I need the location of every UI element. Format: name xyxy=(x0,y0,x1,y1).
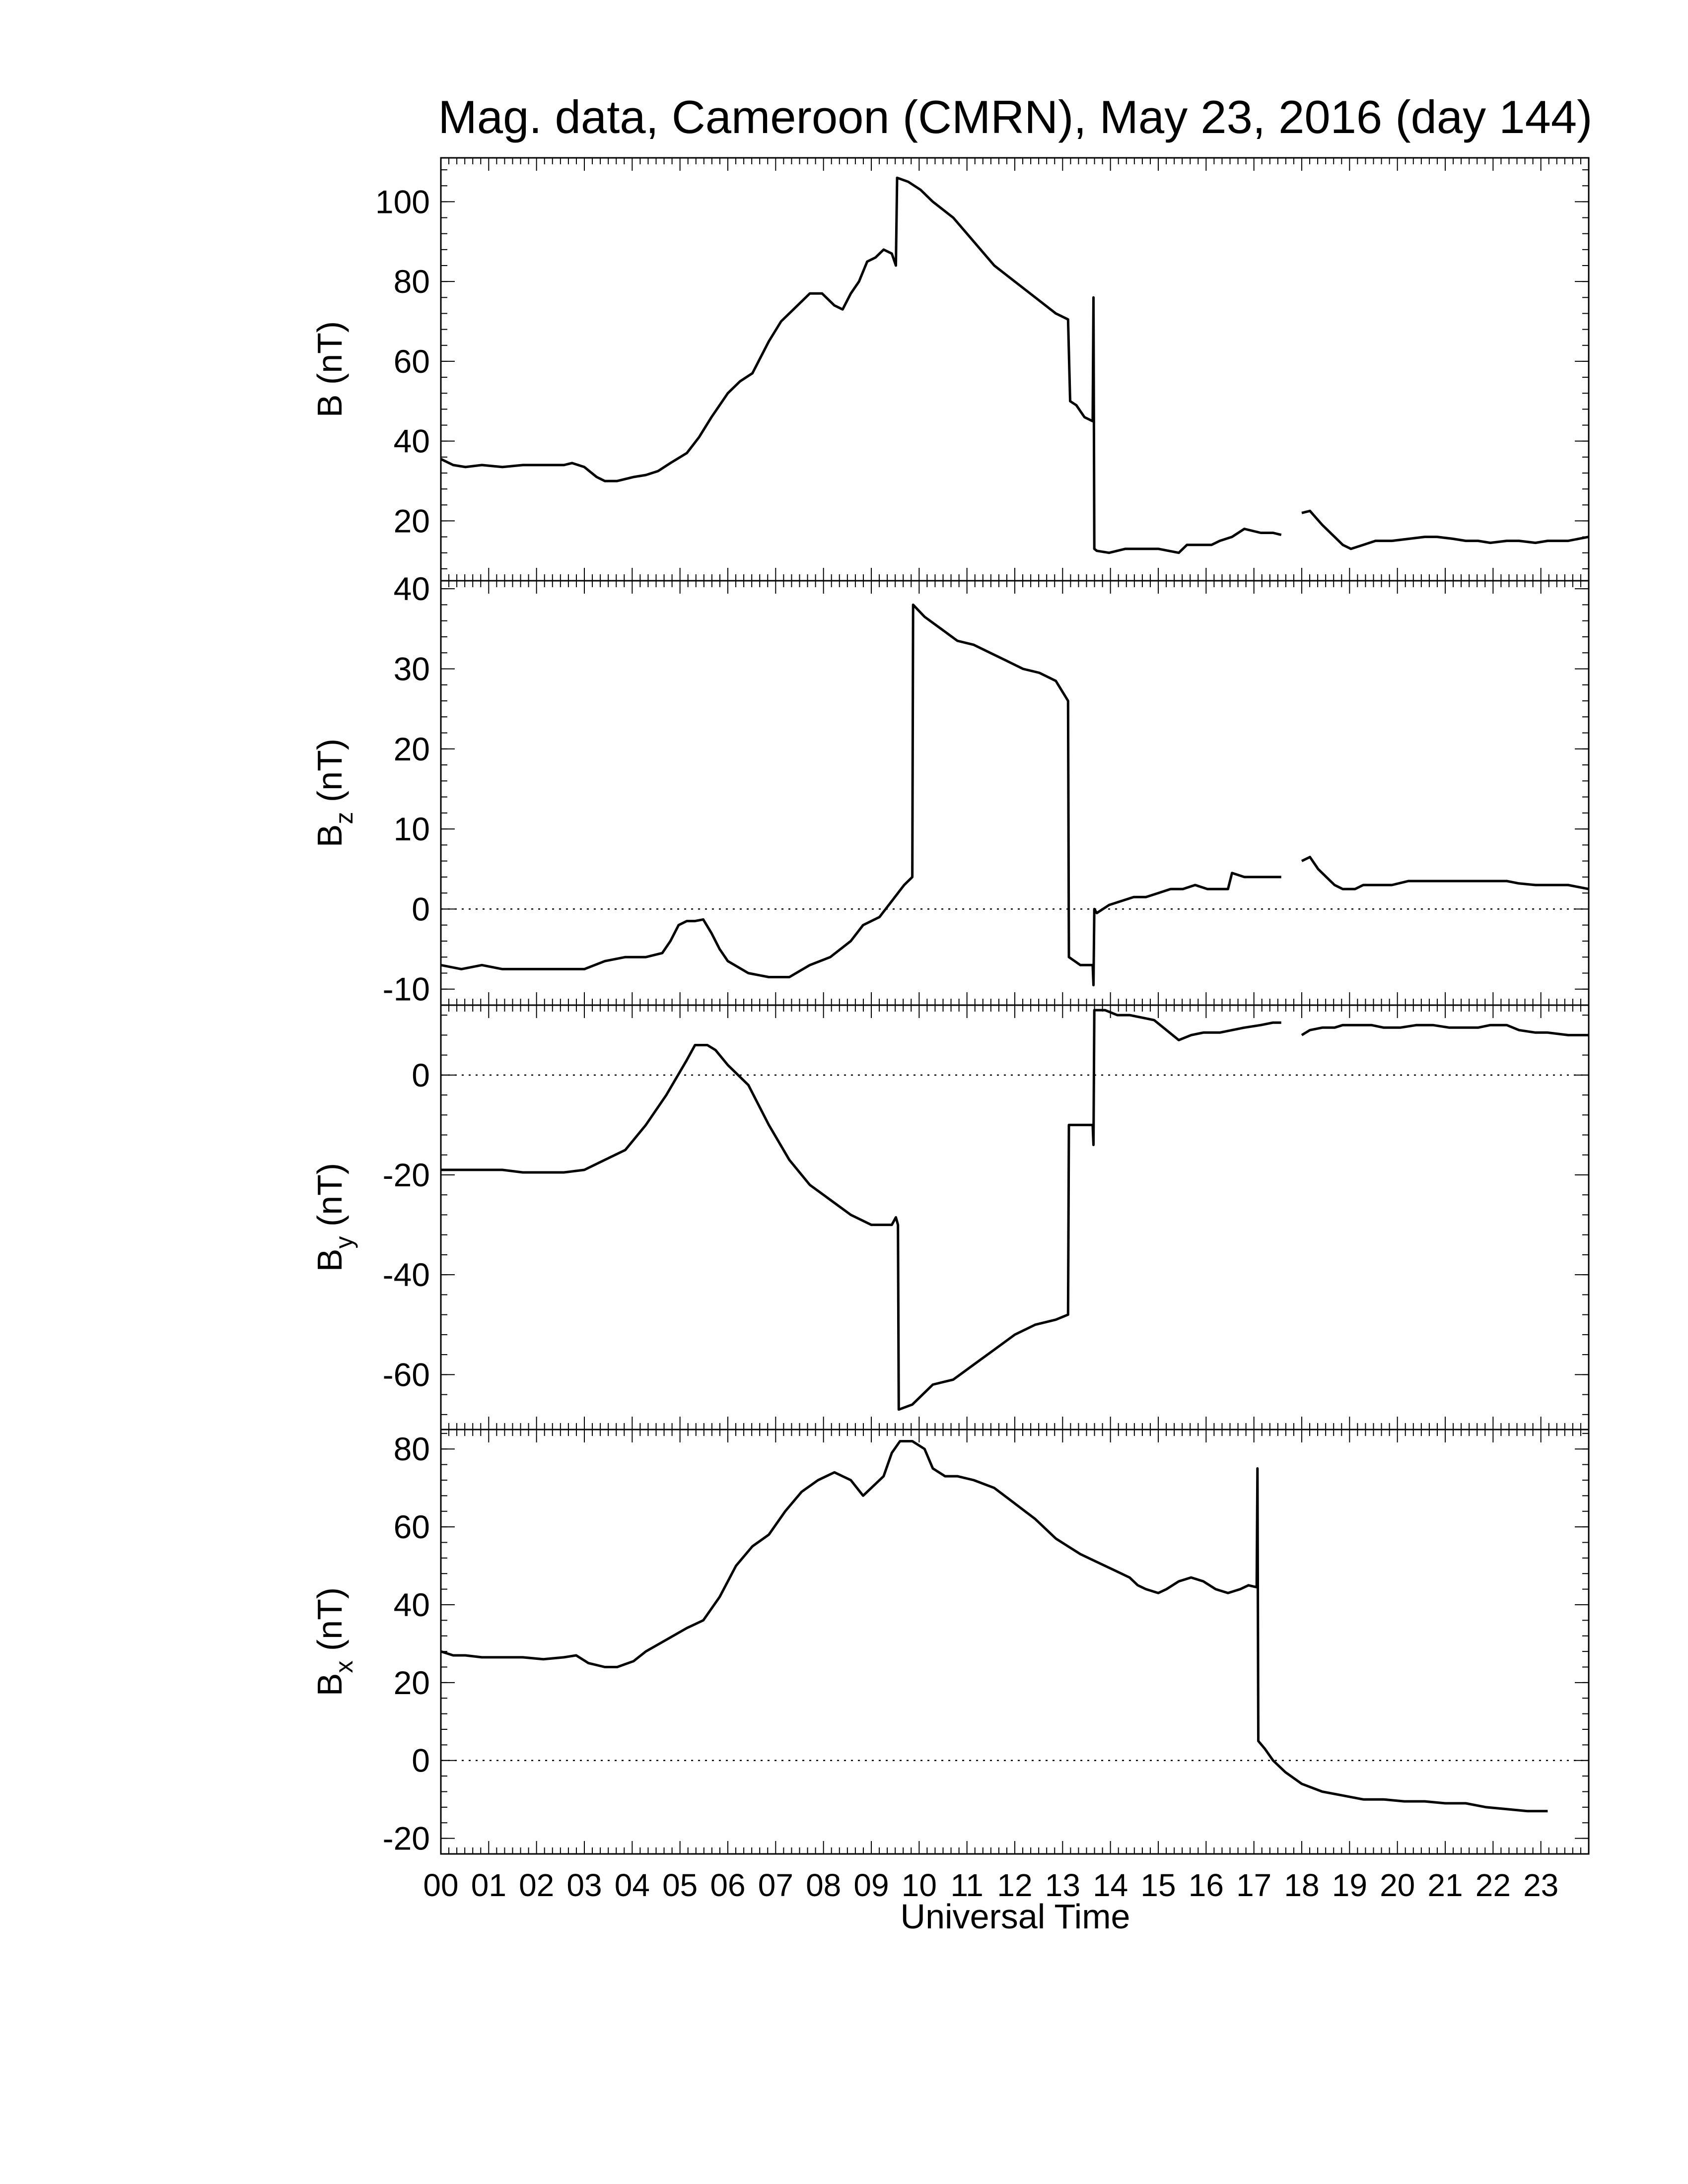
x-tick-label: 10 xyxy=(902,1867,937,1903)
x-tick-label: 07 xyxy=(758,1867,793,1903)
series-line-B-segment-2 xyxy=(1301,509,1589,550)
x-tick-label: 01 xyxy=(471,1867,506,1903)
y-tick-label: -60 xyxy=(383,1356,430,1393)
x-tick-label: 00 xyxy=(423,1867,458,1903)
y-tick-label: 40 xyxy=(394,1586,430,1623)
panels: 20 40 60 80 100 B (nT) -10 0 10 20 30 40 Bz (nT) -60 -… xyxy=(310,157,1590,1857)
y-tick-label: 0 xyxy=(412,1742,430,1779)
x-tick-label: 20 xyxy=(1380,1867,1415,1903)
x-tick-label: 21 xyxy=(1427,1867,1463,1903)
x-tick-label: 23 xyxy=(1523,1867,1558,1903)
y-tick-label: 20 xyxy=(394,1664,430,1701)
x-tick-label: 09 xyxy=(853,1867,889,1903)
y-tick-label: 100 xyxy=(375,183,430,220)
x-tick-label: 12 xyxy=(997,1867,1032,1903)
y-tick-label: 80 xyxy=(394,1431,430,1467)
x-axis-label: Universal Time xyxy=(901,1897,1130,1936)
panel-Bx: -20 0 20 40 60 80 Bx (nT) xyxy=(310,1429,1590,1857)
y-tick-label: -10 xyxy=(383,971,430,1008)
x-tick-label: 08 xyxy=(806,1867,841,1903)
y-tick-label: 20 xyxy=(394,731,430,767)
x-tick-label: 05 xyxy=(662,1867,698,1903)
x-tick-label: 19 xyxy=(1332,1867,1367,1903)
panel-Bz: -10 0 10 20 30 40 Bz (nT) xyxy=(310,570,1590,1008)
x-tick-label: 15 xyxy=(1140,1867,1176,1903)
y-tick-label: 60 xyxy=(394,1508,430,1545)
y-tick-label: -40 xyxy=(383,1256,430,1293)
y-axis-label-Bx: Bx (nT) xyxy=(310,1587,358,1696)
series-line-Bx-segment-1 xyxy=(440,1440,1548,1813)
series-line-B-segment-1 xyxy=(440,176,1282,554)
x-tick-label: 16 xyxy=(1189,1867,1224,1903)
y-tick-label: 80 xyxy=(394,263,430,300)
y-axis-label-Bz: Bz (nT) xyxy=(310,739,358,847)
panel-B: 20 40 60 80 100 B (nT) xyxy=(310,157,1590,582)
series-line-By-segment-1 xyxy=(441,1009,1281,1411)
series-line-Bz-segment-1 xyxy=(440,603,1281,987)
series-line-Bz-segment-2 xyxy=(1301,856,1589,890)
y-tick-label: 30 xyxy=(394,650,430,687)
x-tick-label: 17 xyxy=(1236,1867,1271,1903)
y-tick-label: -20 xyxy=(383,1820,430,1857)
y-tick-label: 40 xyxy=(394,570,430,607)
x-tick-label: 14 xyxy=(1093,1867,1128,1903)
x-tick-label: 13 xyxy=(1045,1867,1080,1903)
x-tick-label: 11 xyxy=(950,1867,983,1903)
x-tick-labels: 00 01 02 03 04 05 06 07 08 09 10 11 12 13 14 15 16 17 18 19… xyxy=(423,1867,1558,1903)
y-axis-label-B: B (nT) xyxy=(310,321,349,417)
y-tick-label: 0 xyxy=(412,890,430,927)
y-tick-label: 40 xyxy=(394,423,430,460)
y-tick-label: 60 xyxy=(394,343,430,380)
x-tick-label: 03 xyxy=(566,1867,602,1903)
series-line-By-segment-2 xyxy=(1301,1024,1589,1036)
y-tick-label: 20 xyxy=(394,502,430,539)
x-tick-label: 22 xyxy=(1476,1867,1511,1903)
x-tick-label: 06 xyxy=(710,1867,745,1903)
y-tick-label: 10 xyxy=(394,811,430,847)
y-axis-label-By: By (nT) xyxy=(310,1163,358,1272)
y-tick-label: -20 xyxy=(383,1157,430,1193)
chart-title: Mag. data, Cameroon (CMRN), May 23, 2016… xyxy=(438,91,1593,143)
x-tick-label: 02 xyxy=(519,1867,554,1903)
x-tick-label: 04 xyxy=(615,1867,650,1903)
x-tick-label: 18 xyxy=(1284,1867,1319,1903)
y-tick-label: 0 xyxy=(412,1057,430,1093)
